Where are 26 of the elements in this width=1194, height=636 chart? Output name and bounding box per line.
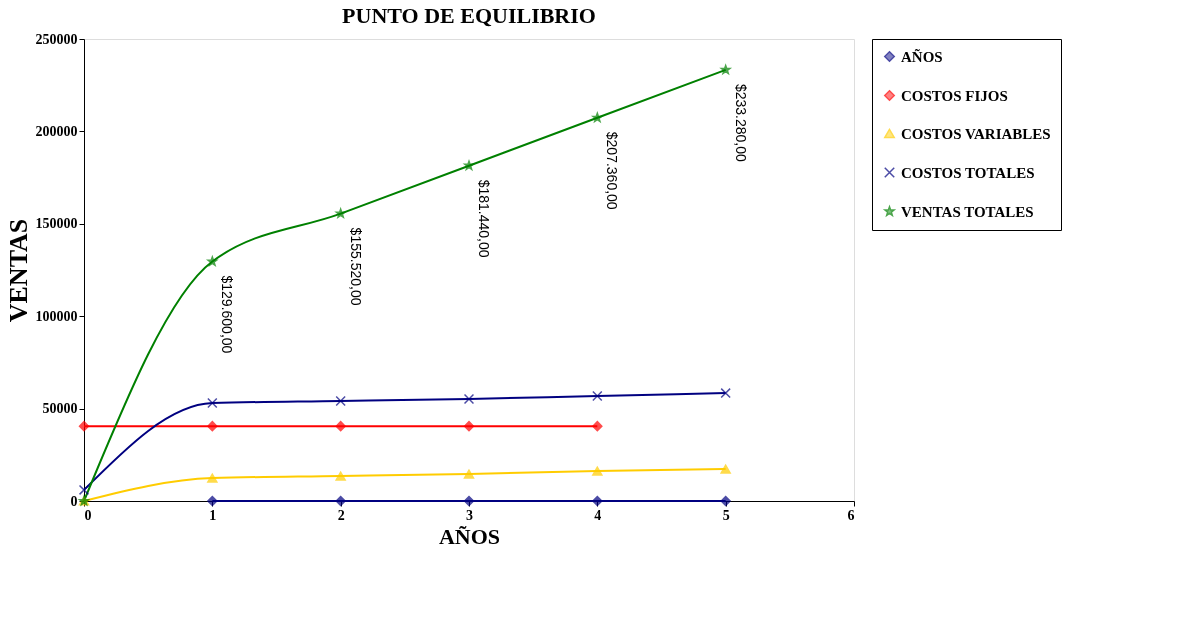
- x-axis-title: AÑOS: [438, 523, 501, 549]
- y-tick-label: 0: [70, 493, 78, 509]
- y-tick-label: 150000: [35, 216, 78, 232]
- x-tick-label: 6: [847, 507, 855, 523]
- x-tick-label: 2: [337, 507, 345, 523]
- data-label: $129.600,00: [219, 275, 236, 354]
- x-tick-label: 0: [84, 507, 92, 523]
- legend-label: COSTOS VARIABLES: [901, 125, 1051, 142]
- chart-title: PUNTO DE EQUILIBRIO: [342, 3, 596, 28]
- x-tick-label: 5: [722, 507, 730, 523]
- y-tick-label: 200000: [35, 123, 78, 139]
- y-axis-title: VENTAS: [3, 218, 33, 323]
- x-tick-label: 1: [209, 507, 217, 523]
- y-tick-label: 100000: [35, 308, 78, 324]
- data-label: $233.280,00: [732, 83, 749, 162]
- x-tick-label: 4: [594, 507, 602, 523]
- y-tick-label: 250000: [35, 31, 78, 47]
- data-label: $181.440,00: [476, 179, 492, 258]
- legend-label: VENTAS TOTALES: [901, 203, 1034, 220]
- data-label: $155.520,00: [347, 227, 364, 306]
- x-tick-label: 3: [466, 507, 473, 523]
- legend-label: COSTOS FIJOS: [901, 87, 1008, 104]
- data-label: $207.360,00: [604, 131, 621, 210]
- legend-label: AÑOS: [901, 47, 943, 65]
- legend-label: COSTOS TOTALES: [901, 164, 1035, 181]
- y-tick-label: 50000: [42, 401, 78, 417]
